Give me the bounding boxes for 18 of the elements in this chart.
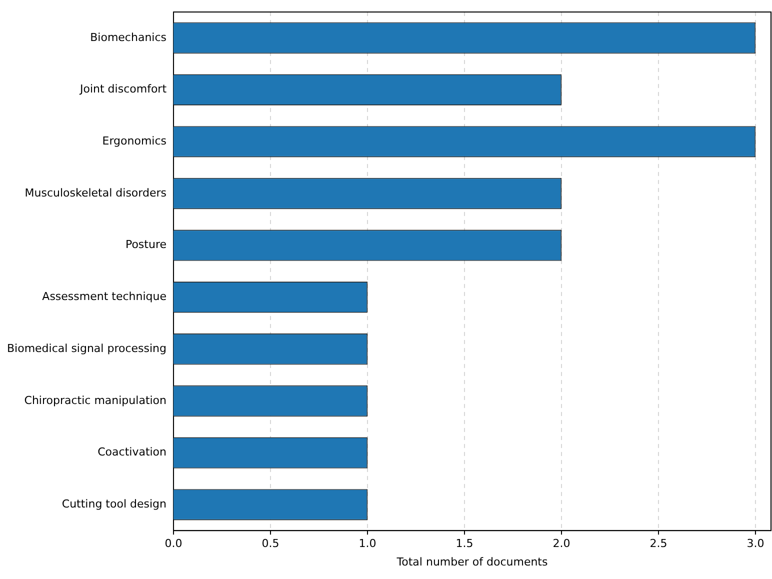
y-tick-label: Ergonomics [102, 134, 167, 148]
y-tick-label: Posture [125, 238, 167, 252]
x-axis-title: Total number of documents [396, 555, 548, 568]
x-tick-label: 1.0 [358, 537, 376, 550]
y-tick-label: Biomedical signal processing [6, 342, 167, 355]
y-tick-label: Coactivation [98, 446, 167, 459]
y-tick-label: Chiropractic manipulation [24, 394, 167, 407]
x-tick-label: 2.5 [650, 537, 668, 550]
y-tick-label: Joint discomfort [78, 82, 168, 96]
y-tick-label: Assessment technique [42, 290, 167, 304]
x-tick-label: 0.5 [262, 537, 280, 550]
y-tick-label: Biomechanics [90, 30, 167, 44]
x-tick-label: 0.0 [164, 537, 182, 550]
y-tick-label: Musculoskeletal disorders [24, 186, 167, 200]
x-tick-label: 2.0 [552, 537, 570, 550]
x-tick-label: 3.0 [746, 537, 764, 550]
y-tick-label: Cutting tool design [62, 498, 167, 511]
x-tick-label: 1.5 [456, 537, 474, 550]
